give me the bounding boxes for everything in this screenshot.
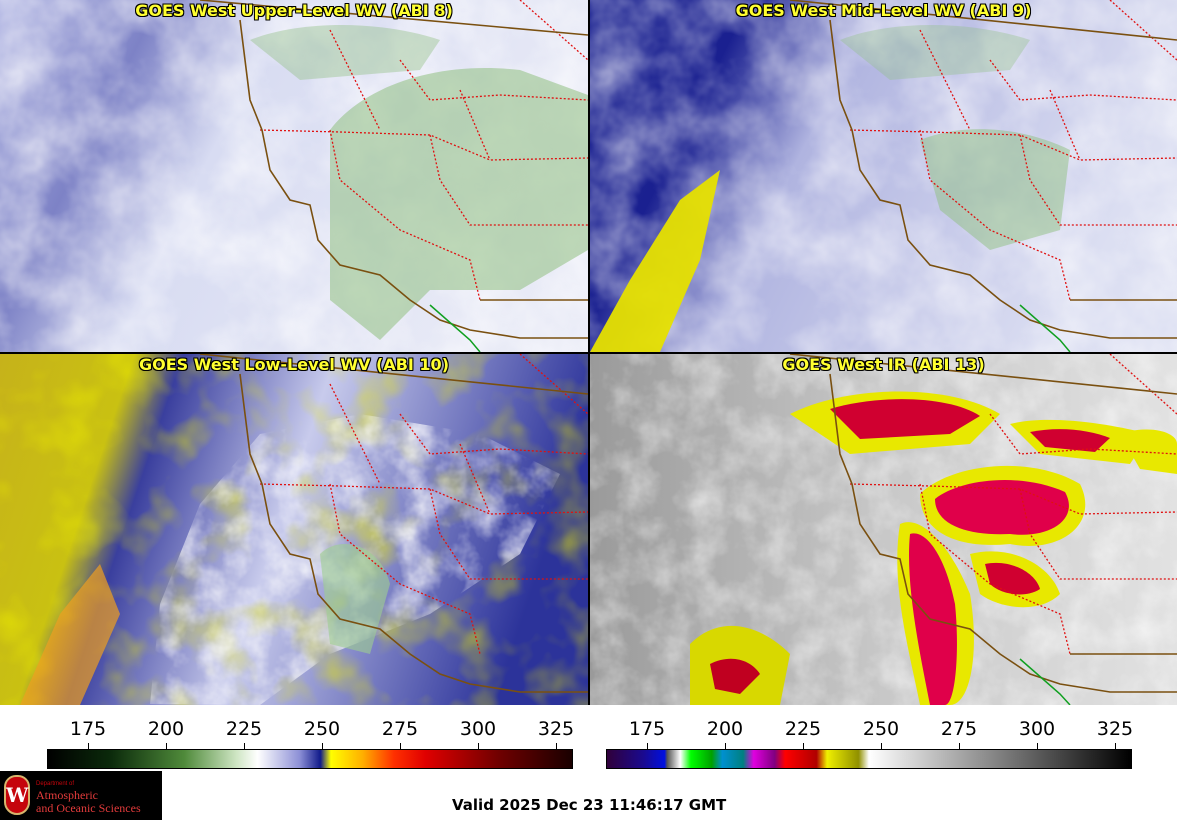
coastline-ir — [789, 354, 1177, 693]
cold-cloud-tops — [690, 391, 1177, 705]
wv-colorbar — [47, 749, 573, 769]
ir-tick-label: 250 — [862, 718, 900, 740]
panel-title-low: GOES West Low-Level WV (ABI 10) — [138, 355, 449, 374]
uw-crest-icon: W — [4, 775, 30, 815]
logo-line-1: Atmospheric — [36, 788, 98, 802]
ir-tick-label: 300 — [1018, 718, 1056, 740]
ir-colorbar — [606, 749, 1132, 769]
ir-tick-label: 225 — [784, 718, 822, 740]
low-level-wv-image — [0, 354, 588, 705]
state-borders — [259, 0, 588, 301]
panel-title-ir: GOES West IR (ABI 13) — [782, 355, 985, 374]
uw-aos-logo: W Department of Atmospheric and Oceanic … — [0, 771, 162, 820]
ir-tick-label: 275 — [940, 718, 978, 740]
wv-tick-label: 300 — [459, 718, 497, 740]
colorbar-area: 175 200 225 250 275 300 325 175 200 225 … — [0, 705, 1177, 820]
moist-yellow-region — [590, 170, 720, 352]
ir-tick-label: 325 — [1096, 718, 1134, 740]
wv-tick-label: 250 — [303, 718, 341, 740]
panel-mid-level-wv: GOES West Mid-Level WV (ABI 9) — [590, 0, 1177, 352]
coastline-low — [199, 354, 588, 693]
state-borders-ir — [849, 354, 1177, 655]
wv-tick-label: 325 — [537, 718, 575, 740]
upper-level-wv-image — [0, 0, 588, 352]
coastline-mid — [789, 0, 1177, 339]
panel-upper-level-wv: GOES West Upper-Level WV (ABI 8) — [0, 0, 588, 352]
wv-tick-label: 225 — [225, 718, 263, 740]
state-borders-mid — [849, 0, 1177, 301]
wv-tick-label: 275 — [381, 718, 419, 740]
ir-tick-label: 175 — [628, 718, 666, 740]
panel-title-upper: GOES West Upper-Level WV (ABI 8) — [135, 1, 453, 20]
logo-line-2: and Oceanic Sciences — [36, 801, 141, 815]
warm-orange-region — [20, 564, 120, 705]
valid-time: Valid 2025 Dec 23 11:46:17 GMT — [452, 796, 727, 814]
coastline — [199, 0, 588, 339]
ir-tick-label: 200 — [706, 718, 744, 740]
panel-ir: GOES West IR (ABI 13) — [590, 354, 1177, 705]
state-borders-low — [259, 354, 588, 655]
mid-level-wv-image — [590, 0, 1177, 352]
ir-image — [590, 354, 1177, 705]
logo-department: Department of — [36, 781, 75, 787]
panel-title-mid: GOES West Mid-Level WV (ABI 9) — [735, 1, 1032, 20]
panel-low-level-wv: GOES West Low-Level WV (ABI 10) — [0, 354, 588, 705]
wv-tick-label: 200 — [147, 718, 185, 740]
wv-tick-label: 175 — [69, 718, 107, 740]
horizontal-divider — [0, 352, 1177, 354]
dry-green-region — [330, 68, 588, 341]
